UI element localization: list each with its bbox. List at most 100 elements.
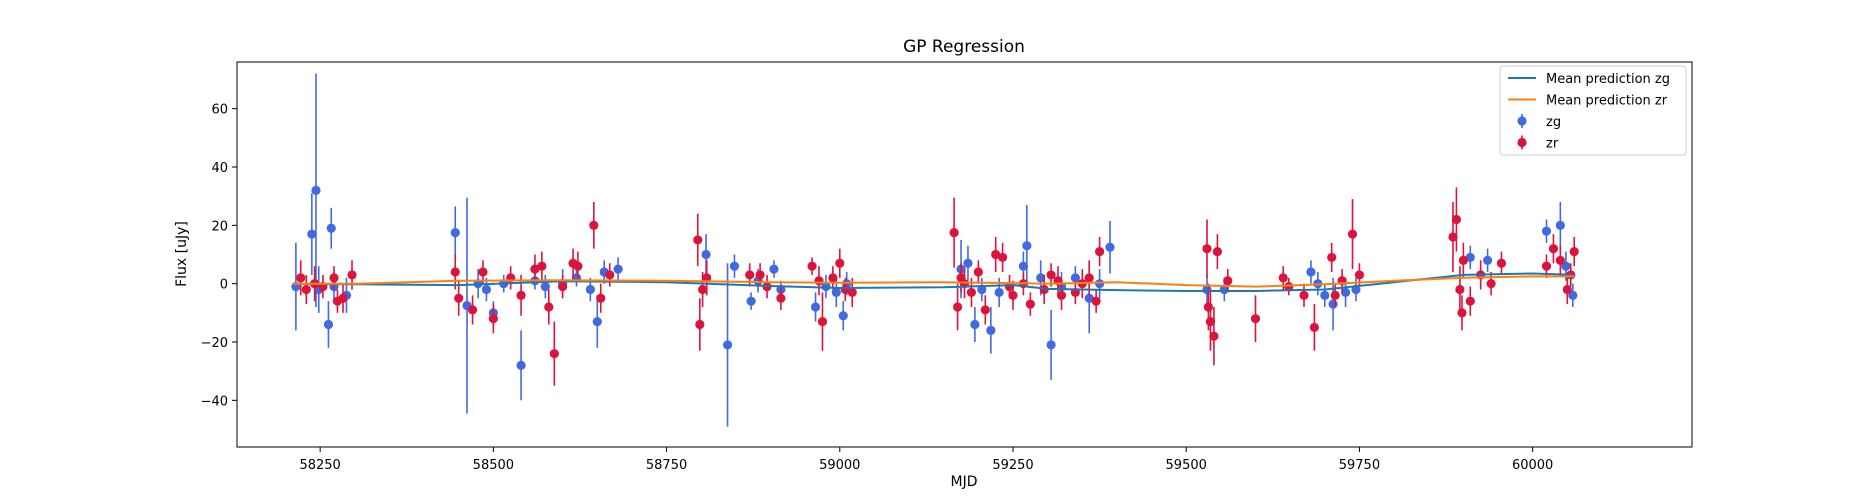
data-point-zr — [949, 228, 959, 238]
data-point-zr — [1486, 279, 1496, 289]
data-point-zr — [973, 267, 983, 277]
data-point-zr — [1455, 284, 1465, 295]
legend-label: zg — [1546, 115, 1561, 130]
data-point-zr — [1541, 261, 1552, 271]
data-point-zr — [1084, 273, 1094, 283]
data-point-zg — [970, 319, 980, 330]
legend-item-zr: zr — [1517, 135, 1559, 152]
data-point-zg — [1070, 273, 1080, 283]
x-tick-label: 58500 — [473, 458, 514, 473]
data-point-zr — [828, 273, 838, 283]
legend-item-Mean prediction zr: Mean prediction zr — [1508, 94, 1668, 109]
data-point-zr — [467, 305, 478, 315]
data-point-zg — [986, 325, 996, 335]
x-axis: 58250 58500 58750 59000 59250 59500 59750 60000 — [299, 447, 1553, 473]
data-point-zg — [994, 287, 1004, 298]
legend-marker-swatch — [1517, 116, 1527, 126]
y-tick-label: 60 — [211, 103, 228, 118]
data-point-zg — [1036, 273, 1046, 283]
data-point-zr — [347, 270, 357, 280]
data-point-zr — [1569, 246, 1579, 257]
data-point-zg — [326, 223, 336, 233]
data-point-zg — [1328, 299, 1338, 309]
data-point-zr — [1203, 302, 1213, 312]
data-point-zr — [1548, 244, 1559, 254]
data-point-zr — [1223, 276, 1233, 286]
data-point-zr — [1205, 316, 1216, 327]
data-point-zg — [746, 296, 756, 306]
data-point-zr — [1448, 232, 1458, 242]
data-point-zr — [1458, 255, 1468, 265]
y-tick-label: −20 — [201, 336, 228, 351]
data-point-zg — [1018, 261, 1028, 271]
chart-title: GP Regression — [903, 37, 1025, 57]
x-tick-label: 59000 — [819, 458, 860, 473]
data-point-zr — [966, 287, 977, 298]
data-point-zr — [450, 267, 460, 277]
data-point-zr — [1330, 290, 1340, 300]
legend-label: zr — [1546, 137, 1559, 152]
data-point-zr — [776, 293, 786, 303]
data-point-zr — [1212, 246, 1222, 257]
data-point-zr — [301, 284, 311, 295]
data-point-zg — [307, 229, 317, 239]
data-point-zr — [1327, 252, 1337, 263]
data-point-zg — [729, 261, 740, 271]
data-point-zr — [693, 235, 703, 245]
data-point-zg — [481, 284, 492, 295]
data-point-zg — [1095, 279, 1105, 289]
data-point-zr — [695, 319, 705, 330]
data-point-zr — [329, 273, 339, 283]
data-point-zg — [585, 284, 595, 295]
data-point-zr — [1278, 273, 1288, 283]
data-point-zg — [701, 249, 711, 260]
data-point-zg — [831, 287, 841, 298]
data-point-zg — [1105, 242, 1115, 252]
data-point-zr — [835, 258, 845, 268]
data-point-zr — [847, 287, 857, 298]
data-point-zr — [596, 293, 606, 303]
data-point-zr — [1299, 290, 1309, 300]
data-point-zg — [1340, 287, 1351, 298]
line-Mean prediction zr — [292, 275, 1575, 288]
data-point-zg — [769, 264, 779, 274]
data-point-zg — [1306, 267, 1316, 277]
data-point-zr — [1025, 299, 1035, 309]
data-point-zg — [1320, 290, 1330, 300]
data-point-zr — [1008, 290, 1018, 300]
data-point-zr — [817, 316, 828, 327]
y-tick-label: 20 — [211, 219, 228, 234]
data-point-zr — [1562, 284, 1572, 295]
data-point-zr — [1354, 270, 1365, 280]
data-point-zr — [1347, 229, 1358, 239]
data-point-zr — [544, 302, 554, 312]
legend-marker-swatch — [1517, 137, 1527, 148]
data-point-zr — [1496, 258, 1507, 268]
x-tick-label: 58750 — [646, 458, 687, 473]
data-point-zr — [338, 293, 348, 303]
legend-item-zg: zg — [1517, 114, 1561, 130]
legend-item-Mean prediction zg: Mean prediction zg — [1508, 72, 1670, 87]
data-point-zg — [838, 311, 848, 321]
data-point-zg — [810, 302, 821, 312]
data-point-zg — [311, 185, 321, 195]
data-point-zr — [1555, 255, 1565, 265]
data-point-zg — [977, 284, 987, 295]
data-point-zr — [814, 276, 824, 286]
data-point-zr — [478, 267, 488, 277]
data-point-zr — [537, 261, 547, 271]
data-point-zg — [450, 228, 460, 238]
data-point-zr — [549, 349, 559, 359]
data-point-zg — [613, 264, 623, 274]
y-tick-label: −40 — [201, 394, 228, 409]
data-point-zg — [1561, 261, 1571, 271]
legend: Mean prediction zg Mean prediction zr zg zr — [1499, 65, 1687, 156]
legend-label: Mean prediction zg — [1546, 72, 1670, 87]
data-point-zr — [702, 273, 712, 283]
data-point-zr — [1284, 281, 1294, 292]
data-point-zg — [722, 340, 733, 350]
x-tick-label: 60000 — [1512, 458, 1553, 473]
y-tick-label: 40 — [211, 161, 228, 176]
legend-box — [1499, 65, 1687, 156]
